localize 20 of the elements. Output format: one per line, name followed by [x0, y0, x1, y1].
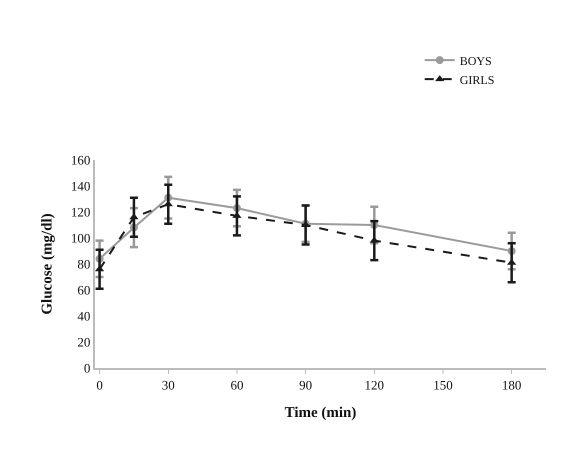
y-tick-label: 0	[84, 360, 90, 376]
legend-label: GIRLS	[460, 72, 494, 87]
y-tick-label: 160	[70, 152, 90, 168]
x-tick-label: 120	[364, 378, 384, 393]
x-tick-label: 60	[230, 378, 244, 393]
y-tick-label: 140	[70, 178, 90, 194]
x-tick-label: 0	[96, 378, 103, 393]
x-tick-label: 90	[299, 378, 312, 393]
x-axis-title: Time (min)	[284, 405, 356, 422]
y-tick-label: 100	[70, 230, 90, 246]
x-tick-label: 30	[162, 378, 175, 393]
y-tick-label: 40	[77, 308, 90, 324]
y-tick-label: 60	[77, 282, 90, 298]
x-tick-label: 150	[433, 378, 453, 393]
y-axis-title: Glucose (mg/dl)	[40, 213, 56, 315]
y-tick-label: 120	[70, 204, 90, 220]
y-tick-label: 20	[77, 334, 90, 350]
legend-label: BOYS	[460, 54, 492, 68]
x-tick-label: 180	[502, 378, 522, 393]
y-tick-label: 80	[77, 256, 90, 272]
